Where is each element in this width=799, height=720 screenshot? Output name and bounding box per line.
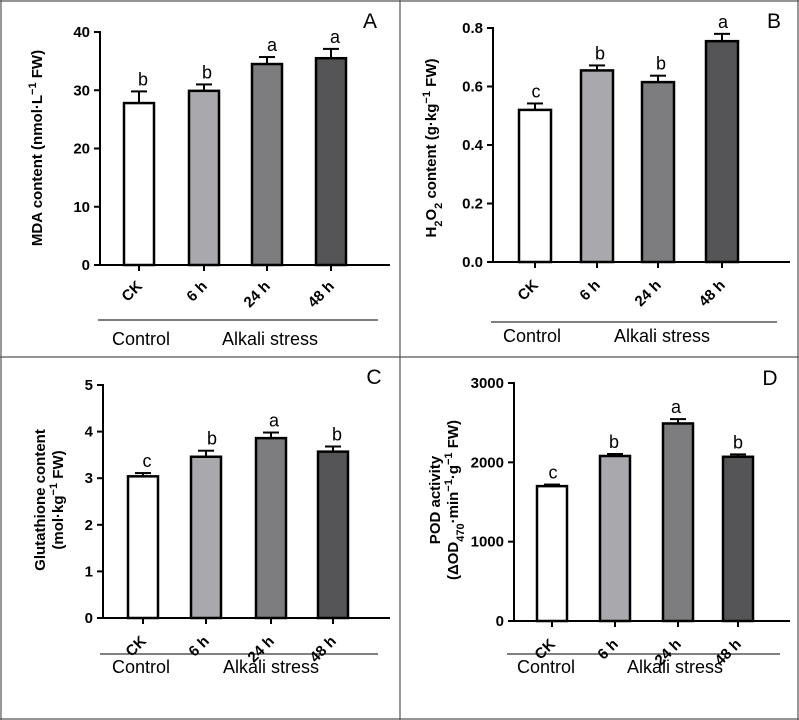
significance-letter: a [671,397,682,417]
ylabel-part: FW) [445,420,462,452]
y-axis-label: H2O2 content (g·kg−1 FW) [421,59,445,238]
ylabel-part: −1 [421,91,433,104]
group-label-alkali: Alkali stress [222,329,318,349]
y-tick-label: 0 [85,610,93,627]
significance-letter: c [549,463,558,483]
ylabel-part: O [423,209,440,221]
significance-letter: a [267,35,278,55]
bar [187,89,221,267]
significance-letter: b [138,69,148,89]
significance-letter: b [207,429,217,449]
bar [640,80,676,264]
panel-letter: D [762,367,777,390]
ylabel-part: −1 [443,452,455,465]
y-axis-label-line1: POD activity [427,455,444,544]
ylabel-part: −1 [443,479,455,492]
y-tick-label: 3000 [471,375,504,392]
y-tick-label: 10 [73,199,90,216]
y-tick-label: 0.0 [462,254,483,271]
ylabel-part: −1 [48,483,60,496]
bar [189,455,223,620]
y-tick-label: 2 [85,517,93,534]
y-tick-label: 0.2 [462,196,483,213]
y-tick-label: 0.4 [462,137,484,154]
ylabel-part: MDA content (nmol·L [29,95,46,246]
ylabel-part: (mol·kg [50,495,67,549]
ylabel-part: −1 [27,82,39,95]
y-axis-label: MDA content (nmol·L−1 FW) [27,50,46,246]
y-tick-label: 0.8 [462,20,483,37]
significance-letter: b [609,432,619,452]
ylabel-part: ·min [445,492,462,524]
significance-letter: b [202,62,212,82]
ylabel-part: FW) [50,450,67,482]
ylabel-part: (ΔOD [445,542,462,580]
bar [579,69,615,264]
significance-letter: a [330,27,341,47]
group-label-control: Control [112,329,170,349]
y-tick-label: 0 [82,257,90,274]
significance-letter: b [332,425,342,445]
panel-letter: C [366,366,381,389]
bar [250,62,284,267]
significance-letter: c [143,451,152,471]
bar [122,101,156,267]
group-label-alkali: Alkali stress [223,657,319,677]
bar [704,39,740,264]
bar [598,454,632,623]
y-tick-label: 40 [73,24,90,41]
y-axis-label-line2: (ΔOD470·min−1·g−1 FW) [443,420,467,580]
bar [316,450,350,620]
y-axis-label-line1: Glutathione content [32,429,49,571]
ylabel-part: ·g [445,465,462,479]
group-label-alkali: Alkali stress [614,326,710,346]
y-tick-label: 30 [73,82,90,99]
ylabel-part: 470 [455,523,467,541]
y-tick-label: 4 [85,424,94,441]
y-tick-label: 5 [85,377,93,394]
bar [517,108,553,264]
significance-letter: b [733,432,743,452]
group-label-control: Control [112,657,170,677]
bar [126,475,160,620]
significance-letter: a [718,12,729,32]
significance-letter: c [532,81,541,101]
ylabel-part: content (g·kg [423,104,440,203]
significance-letter: a [269,411,280,431]
y-tick-label: 0 [496,613,504,630]
bar [535,484,569,623]
panel-letter: B [767,10,781,33]
bar [661,422,695,623]
bar [314,56,348,267]
y-tick-label: 1 [85,563,93,580]
group-label-alkali: Alkali stress [627,657,723,677]
y-axis-label-line2: (mol·kg−1 FW) [48,450,67,549]
y-tick-label: 20 [73,141,90,158]
group-label-control: Control [503,326,561,346]
significance-letter: b [595,43,605,63]
y-tick-label: 0.6 [462,79,483,96]
ylabel-part: 2 [433,203,445,209]
ylabel-part: 2 [433,221,445,227]
panel-letter: A [363,10,377,33]
y-tick-label: 3 [85,470,93,487]
ylabel-part: H [423,227,440,238]
bar [721,455,755,623]
ylabel-part: FW) [423,59,440,91]
y-tick-label: 2000 [471,454,504,471]
bar [254,436,288,620]
significance-letter: b [656,54,666,74]
ylabel-part: FW) [29,50,46,82]
group-label-control: Control [517,657,575,677]
y-tick-label: 1000 [471,534,504,551]
